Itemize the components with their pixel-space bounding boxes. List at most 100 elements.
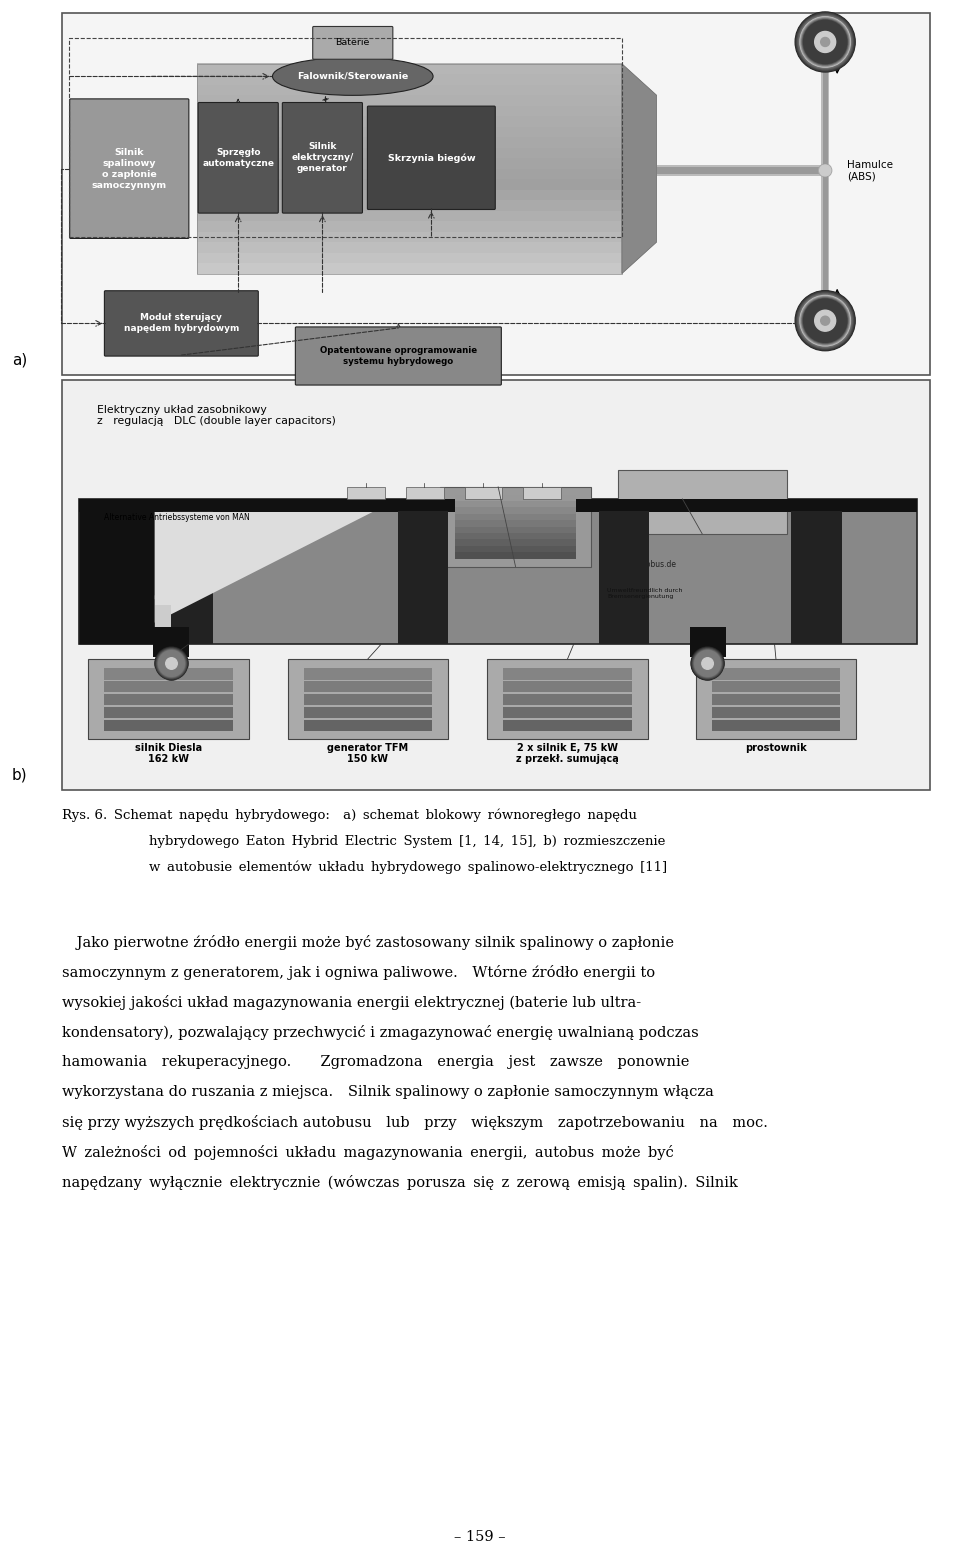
Text: Opatentowane oprogramowanie
systemu hybrydowego: Opatentowane oprogramowanie systemu hybr… [320,346,477,366]
Circle shape [693,649,722,677]
Text: Silnik
elektryczny/
generator: Silnik elektryczny/ generator [291,142,353,173]
Circle shape [156,648,187,679]
Bar [88,659,249,738]
Bar [197,126,622,137]
Text: W zależności od pojemności układu magazynowania energii, autobus może być: W zależności od pojemności układu magazy… [62,1144,674,1160]
Circle shape [692,648,724,679]
Text: Jako pierwotne źródło energii może być zastosowany silnik spalinowy o zapłonie: Jako pierwotne źródło energii może być z… [62,936,674,950]
Bar [303,680,432,693]
Circle shape [801,17,850,67]
Circle shape [821,316,829,325]
Bar [823,42,828,321]
FancyBboxPatch shape [313,26,393,59]
Circle shape [156,648,186,679]
Ellipse shape [273,58,433,95]
Bar [455,553,576,559]
Bar [455,508,576,514]
Bar [197,221,622,232]
Circle shape [815,310,835,332]
Text: www.ultracapbus.de: www.ultracapbus.de [599,561,677,568]
Bar [348,487,385,498]
Circle shape [797,12,854,70]
Circle shape [802,297,849,344]
Circle shape [158,651,184,677]
FancyBboxPatch shape [368,106,495,210]
Circle shape [157,649,185,677]
Polygon shape [155,512,372,623]
Circle shape [798,14,852,70]
Bar [163,511,213,645]
Text: prostownik: prostownik [745,743,806,752]
Bar [69,39,622,237]
Bar [197,106,622,117]
Bar [104,719,232,730]
Text: a): a) [12,352,27,367]
Bar [288,659,448,738]
Text: hybrydowego Eaton Hybrid Electric System [1, 14, 15], b) rozmieszczenie: hybrydowego Eaton Hybrid Electric System… [149,835,665,847]
Circle shape [820,165,830,176]
Circle shape [797,14,853,70]
Bar [104,694,232,705]
Bar [197,157,622,168]
Circle shape [166,657,178,670]
Bar [617,470,787,534]
Circle shape [798,16,852,69]
Circle shape [158,651,185,677]
Circle shape [798,294,852,347]
Bar [62,380,930,789]
Text: hamowania rekuperacyjnego.  Zgromadzona energia jest zawsze ponownie: hamowania rekuperacyjnego. Zgromadzona e… [62,1056,689,1070]
Bar [821,42,829,321]
Circle shape [800,294,851,347]
Circle shape [821,37,829,47]
Bar [197,115,622,126]
Circle shape [802,19,849,65]
Bar [197,230,622,243]
Bar [503,694,632,705]
Text: wysokiej jakości układ magazynowania energii elektrycznej (baterie lub ultra-: wysokiej jakości układ magazynowania ene… [62,995,641,1010]
Bar [455,501,576,508]
Circle shape [795,12,855,72]
Bar [197,252,622,263]
Text: Falownik/Sterowanie: Falownik/Sterowanie [298,72,408,81]
Bar [197,148,622,159]
Circle shape [692,648,723,679]
Circle shape [796,291,854,350]
Circle shape [797,293,853,349]
Bar [197,84,622,95]
Circle shape [691,648,724,680]
Bar [711,719,840,730]
FancyBboxPatch shape [282,103,363,213]
Bar [455,547,576,553]
Circle shape [155,648,188,680]
Circle shape [804,299,847,343]
Bar [62,12,930,375]
Text: silnik Diesla
162 kW: silnik Diesla 162 kW [134,743,202,764]
Text: generator TFM
150 kW: generator TFM 150 kW [327,743,409,764]
Text: kondensatory), pozwalający przechwycić i zmagazynować energię uwalnianą podczas: kondensatory), pozwalający przechwycić i… [62,1025,699,1040]
Circle shape [799,294,852,347]
Bar [440,487,591,567]
Circle shape [800,17,851,67]
Text: samoczynnym z generatorem, jak i ogniwa paliwowe. Wtórne źródło energii to: samoczynnym z generatorem, jak i ogniwa … [62,965,655,979]
Text: Elektryczny układ zasobnikowy
z   regulacją   DLC (double layer capacitors): Elektryczny układ zasobnikowy z regulacj… [97,405,336,427]
Text: się przy wyższych prędkościach autobusu lub przy większym zapotrzebowaniu na moc: się przy wyższych prędkościach autobusu … [62,1115,768,1130]
Bar [197,241,622,252]
Bar [197,95,622,106]
Bar [791,511,842,645]
Bar [455,495,576,501]
Polygon shape [622,64,657,274]
Bar [197,199,622,210]
Circle shape [691,648,724,680]
Circle shape [803,19,848,65]
Bar [104,680,232,693]
Bar [488,659,648,738]
Bar [104,668,232,679]
Text: Moduł sterujący
napędem hybrydowym: Moduł sterujący napędem hybrydowym [124,313,239,333]
Circle shape [795,291,855,350]
Circle shape [692,648,723,679]
Bar [657,167,830,174]
Bar [503,680,632,693]
Circle shape [819,163,831,177]
Bar [303,668,432,679]
Bar [455,514,576,520]
